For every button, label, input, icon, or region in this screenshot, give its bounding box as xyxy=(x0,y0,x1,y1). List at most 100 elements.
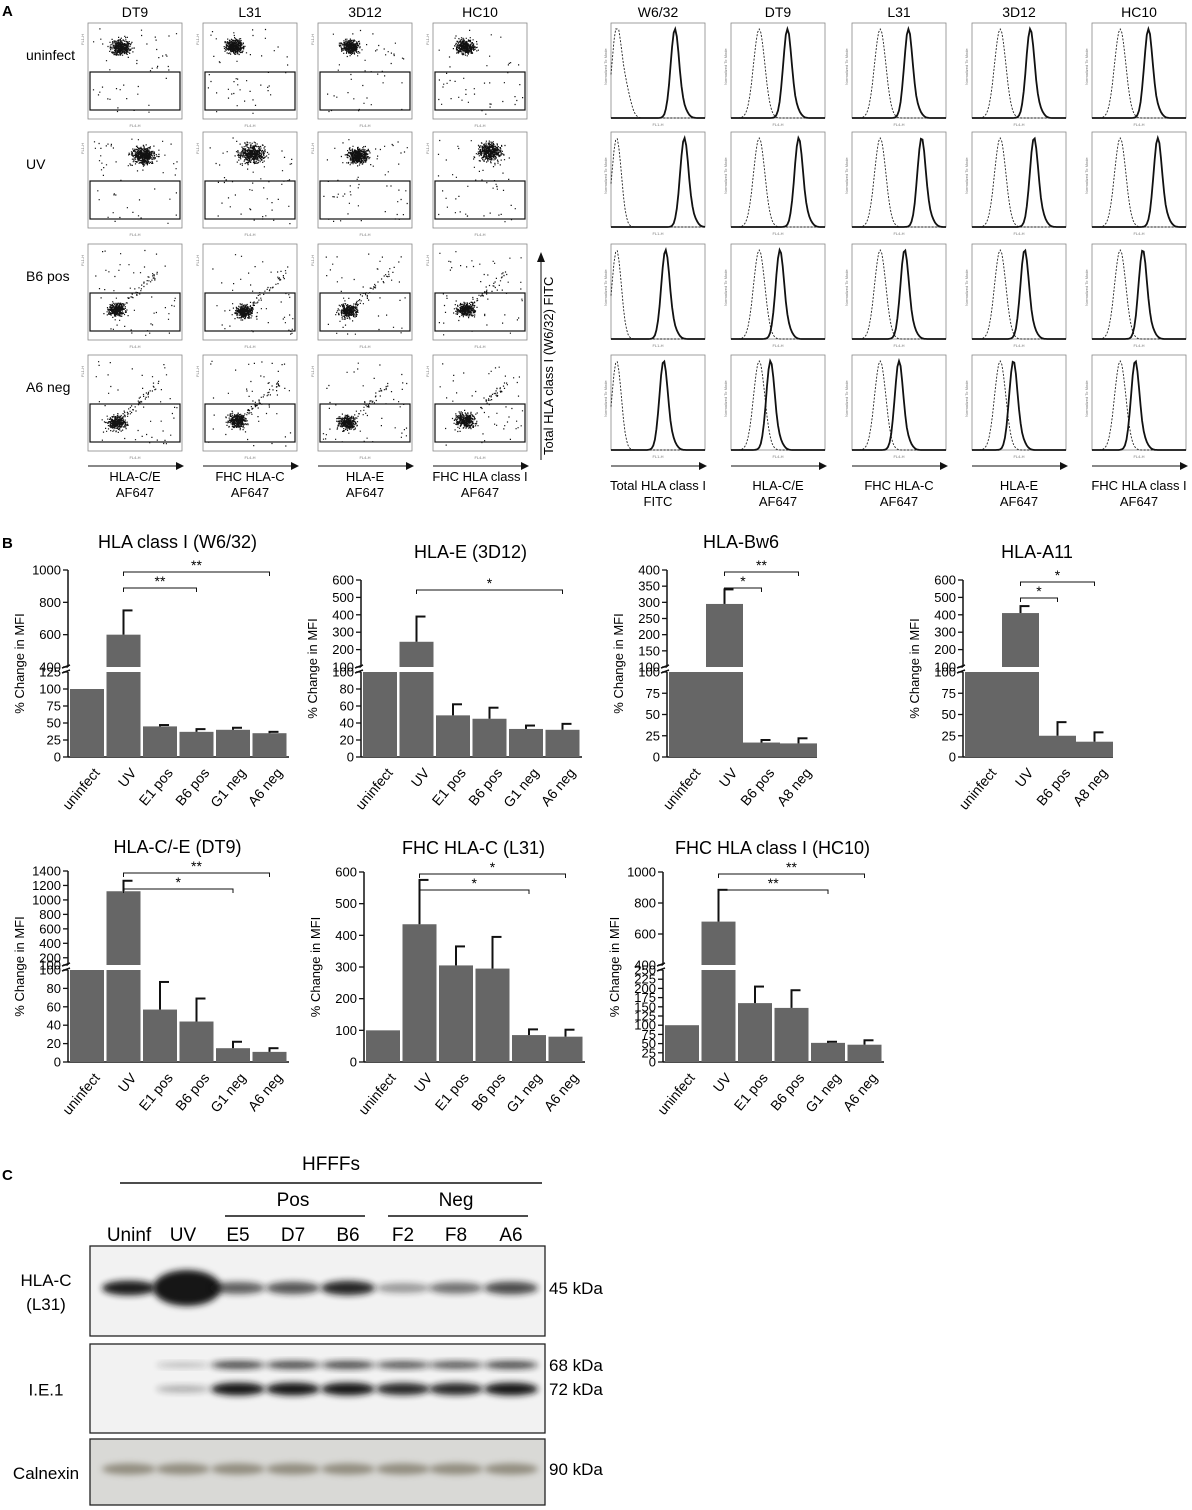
bar xyxy=(545,729,580,757)
y-tick-label: 1200 xyxy=(32,878,61,893)
significance-bracket xyxy=(1020,597,1058,602)
y-tick-label: 500 xyxy=(335,896,357,911)
hist-y-tick-label: Normalized To Mode xyxy=(603,380,608,417)
y-tick-label: 80 xyxy=(340,682,354,697)
arrow-head xyxy=(940,462,948,470)
y-tick-label: 75 xyxy=(642,1027,656,1042)
x-tick-label: A8 neg xyxy=(774,765,815,809)
arrow-head xyxy=(176,462,184,470)
dot-column-header: 3D12 xyxy=(348,4,382,20)
y-tick-label: 250 xyxy=(634,963,656,978)
isotype-control-curve xyxy=(731,27,825,119)
y-tick-label: 300 xyxy=(934,625,956,640)
dot-y-tick-label: FL1-H xyxy=(195,366,200,377)
blot-band xyxy=(429,1361,483,1369)
hist-y-tick-label: Normalized To Mode xyxy=(964,48,969,85)
isotype-control-curve xyxy=(731,359,825,451)
dot-plot-frame xyxy=(87,22,183,120)
blot-band xyxy=(484,1463,538,1475)
y-tick-label: 50 xyxy=(646,707,660,722)
bar xyxy=(179,1021,214,1062)
dot-y-tick-label: FL1-H xyxy=(425,255,430,266)
y-axis-title: % Change in MFI xyxy=(12,916,27,1016)
x-tick-label: A6 neg xyxy=(245,765,286,809)
isotype-control-curve xyxy=(972,27,1066,119)
gate-box xyxy=(434,403,526,443)
bar xyxy=(847,1044,882,1062)
x-tick-label: uninfect xyxy=(355,1070,399,1118)
x-tick-label: G1 neg xyxy=(802,1070,844,1115)
stained-curve xyxy=(852,248,946,340)
bar xyxy=(70,970,104,1062)
blot-band xyxy=(484,1281,538,1295)
bar xyxy=(701,970,736,1062)
blot-band xyxy=(321,1463,375,1475)
x-tick-label: G1 neg xyxy=(503,1070,545,1115)
y-axis-title: % Change in MFI xyxy=(12,613,27,713)
x-tick-label: uninfect xyxy=(59,1070,103,1118)
gate-box xyxy=(89,180,181,220)
dot-x-tick-label: FL4-H xyxy=(474,344,485,349)
y-tick-label: 400 xyxy=(39,936,61,951)
stained-curve xyxy=(852,25,946,119)
x-tick-label: E1 pos xyxy=(731,1070,771,1114)
y-tick-label: 100 xyxy=(332,665,354,680)
y-tick-label: 100 xyxy=(332,660,354,675)
x-tick-label: A6 neg xyxy=(840,1070,881,1114)
y-tick-label: 600 xyxy=(634,927,656,942)
isotype-control-curve xyxy=(731,248,825,340)
dot-cloud xyxy=(93,138,178,224)
bar xyxy=(143,726,177,757)
x-tick-label: UV xyxy=(411,1069,436,1095)
dot-plot-frame xyxy=(202,22,298,120)
blot-band xyxy=(266,1361,320,1369)
molecular-weight-label: 68 kDa xyxy=(549,1356,603,1375)
bar-upper xyxy=(701,921,736,965)
x-tick-label: B6 pos xyxy=(172,765,212,809)
dot-cloud xyxy=(438,29,524,115)
blot-band xyxy=(321,1382,375,1396)
histogram: Normalized To Mode FL4-H xyxy=(844,131,947,236)
histogram: Normalized To Mode FL4-H xyxy=(723,243,826,348)
pos-label: Pos xyxy=(277,1190,310,1211)
y-tick-label: 400 xyxy=(934,607,956,622)
y-tick-label: 800 xyxy=(39,907,61,922)
y-tick-label: 25 xyxy=(47,733,61,748)
dot-column-header: HC10 xyxy=(462,4,498,20)
dot-plot: FL4-H FL1-H xyxy=(195,243,298,349)
arrow-head xyxy=(819,462,827,470)
stained-curve xyxy=(611,25,705,119)
hist-x-tick-label: FL4-H xyxy=(1133,231,1144,236)
y-tick-label: 600 xyxy=(332,573,354,588)
bar xyxy=(439,965,473,1062)
gate-box xyxy=(434,292,526,332)
hist-x-axis-label: HLA-C/E xyxy=(752,478,804,493)
x-tick-label: E1 pos xyxy=(136,1070,176,1114)
lane-label: B6 xyxy=(336,1225,359,1246)
hist-y-tick-label: Normalized To Mode xyxy=(1084,157,1089,194)
hist-y-tick-label: Normalized To Mode xyxy=(1084,380,1089,417)
dot-plot-frame xyxy=(432,354,528,452)
hist-y-tick-label: Normalized To Mode xyxy=(723,269,728,306)
blot-band xyxy=(376,1283,430,1293)
x-tick-label: uninfect xyxy=(956,765,1000,813)
hist-y-tick-label: Normalized To Mode xyxy=(844,48,849,85)
significance-bracket xyxy=(724,571,799,576)
significance-bracket xyxy=(419,889,530,894)
y-tick-label: 800 xyxy=(39,595,61,610)
bar xyxy=(252,733,287,757)
dot-y-tick-label: FL1-H xyxy=(425,143,430,154)
significance-label: ** xyxy=(191,858,202,874)
y-tick-label: 20 xyxy=(47,1036,61,1051)
x-tick-label: G1 neg xyxy=(207,765,249,810)
dot-x-tick-label: FL4-H xyxy=(244,232,255,237)
dot-x-tick-label: FL4-H xyxy=(359,344,370,349)
dot-x-tick-label: FL4-H xyxy=(474,455,485,460)
bar xyxy=(811,1042,845,1062)
dot-x-axis-label: FHC HLA class I xyxy=(432,469,527,484)
gate-box xyxy=(89,292,181,332)
stained-curve xyxy=(1092,25,1186,119)
dot-y-tick-label: FL1-H xyxy=(80,255,85,266)
y-tick-label: 175 xyxy=(634,990,656,1005)
